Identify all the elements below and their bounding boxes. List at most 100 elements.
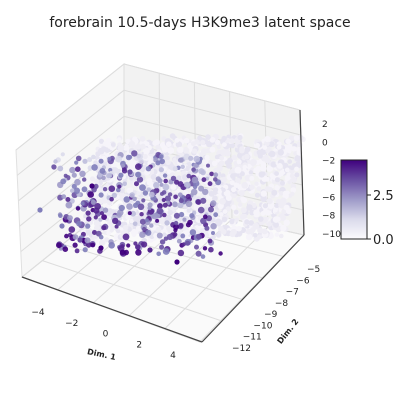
data-point	[106, 231, 111, 236]
data-point	[254, 181, 259, 186]
data-point	[139, 184, 146, 192]
data-point	[159, 182, 164, 187]
data-point	[212, 195, 218, 202]
data-point	[137, 203, 145, 211]
data-point	[250, 227, 256, 233]
data-point	[164, 220, 170, 226]
data-point	[57, 165, 64, 172]
y-tick-label: −10	[253, 321, 272, 331]
data-point	[229, 219, 235, 225]
data-point	[117, 144, 125, 152]
data-point	[135, 225, 142, 232]
data-point	[94, 203, 101, 210]
data-point	[221, 216, 228, 223]
data-point	[209, 171, 214, 177]
data-point	[162, 202, 168, 208]
data-point	[164, 195, 171, 202]
data-point	[64, 233, 69, 239]
data-point	[221, 135, 227, 142]
data-point	[147, 247, 153, 253]
data-point	[260, 195, 267, 202]
data-point	[268, 141, 275, 148]
data-point	[213, 172, 219, 178]
data-point	[175, 141, 183, 148]
data-point	[283, 219, 290, 226]
data-point	[94, 178, 99, 184]
data-point	[159, 239, 166, 245]
data-point	[102, 187, 108, 192]
data-point	[249, 184, 255, 190]
data-point	[239, 171, 245, 177]
data-point	[191, 176, 199, 184]
data-point	[134, 181, 139, 187]
data-point	[90, 199, 96, 205]
data-point	[241, 182, 248, 189]
data-point	[221, 176, 227, 183]
data-point	[106, 173, 112, 179]
data-point	[274, 203, 280, 209]
data-point	[202, 149, 208, 154]
data-point	[133, 216, 139, 222]
data-point	[135, 244, 141, 250]
data-point	[272, 216, 280, 223]
data-point	[155, 176, 161, 182]
data-point	[72, 234, 79, 240]
data-point	[273, 207, 278, 213]
data-point	[213, 212, 219, 218]
data-point	[202, 159, 208, 166]
data-point	[144, 218, 149, 223]
data-point	[170, 184, 177, 191]
data-point	[234, 166, 242, 174]
data-point	[232, 193, 237, 199]
data-point	[135, 249, 142, 256]
data-point	[142, 153, 148, 160]
y-tick-label: −9	[264, 310, 278, 320]
data-point	[126, 243, 131, 248]
data-point	[169, 133, 176, 139]
data-point	[82, 247, 88, 253]
data-point	[208, 190, 215, 197]
y-tick-label: −5	[307, 265, 320, 275]
data-point	[74, 178, 81, 186]
data-point	[287, 179, 293, 185]
axis-lines	[21, 109, 305, 343]
data-point	[227, 157, 234, 164]
data-point	[167, 192, 173, 197]
data-point	[122, 181, 127, 187]
data-point	[93, 215, 98, 220]
data-point	[167, 147, 175, 155]
data-point	[74, 248, 80, 254]
data-point	[260, 190, 267, 197]
data-point	[194, 244, 199, 250]
data-point	[184, 229, 191, 236]
data-point	[118, 172, 124, 178]
colorbar-tick-0-0: 0.0	[373, 233, 394, 248]
data-point	[141, 241, 148, 248]
data-point	[94, 224, 101, 231]
z-tick-label: −2	[322, 157, 335, 167]
data-point	[236, 225, 242, 232]
data-point	[116, 187, 121, 193]
data-point	[111, 176, 117, 181]
data-point	[280, 180, 285, 186]
data-point	[156, 232, 163, 239]
data-point	[218, 160, 225, 167]
data-point	[85, 223, 91, 229]
data-point	[142, 226, 147, 232]
data-point	[244, 219, 250, 225]
data-point	[165, 159, 171, 166]
colorbar: 2.5 0.0	[340, 159, 394, 248]
data-point	[219, 198, 226, 205]
data-point	[238, 190, 245, 197]
data-point	[208, 206, 214, 213]
data-point	[135, 143, 142, 150]
data-point	[214, 139, 221, 145]
data-point	[222, 209, 228, 214]
data-point	[142, 190, 149, 196]
data-point	[173, 224, 179, 230]
data-point	[234, 217, 240, 223]
data-point	[93, 160, 98, 165]
data-point	[289, 165, 295, 171]
data-point	[220, 149, 227, 156]
